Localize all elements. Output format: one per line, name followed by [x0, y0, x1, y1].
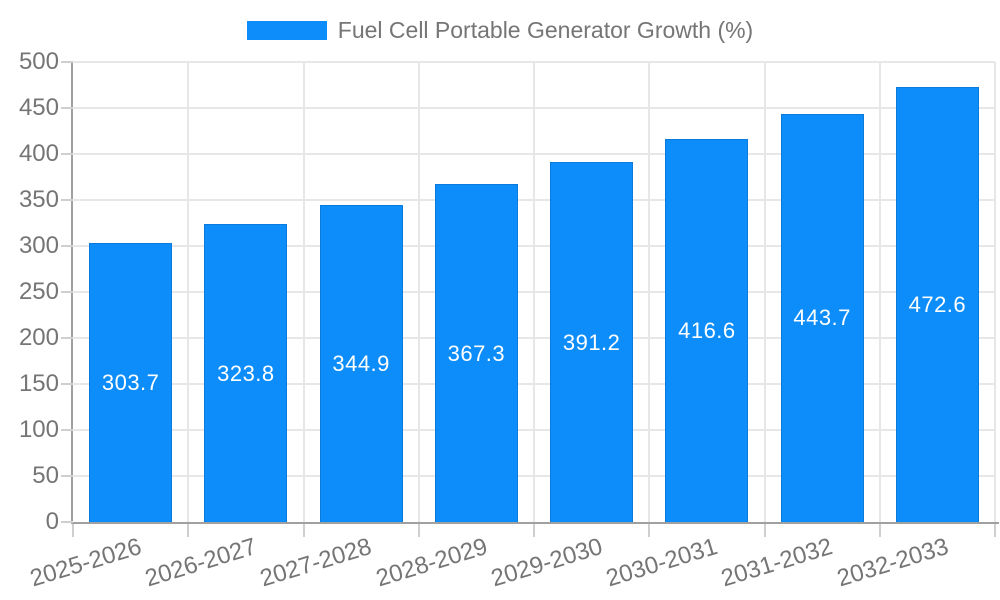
chart-legend: Fuel Cell Portable Generator Growth (%)	[0, 17, 1000, 44]
y-tick-mark	[61, 291, 73, 293]
y-tick-label: 100	[18, 416, 59, 443]
y-tick-mark	[61, 107, 73, 109]
y-tick-label: 150	[18, 370, 59, 397]
bar: 416.6	[665, 138, 749, 522]
x-tick-mark	[763, 524, 766, 537]
y-tick-mark	[61, 429, 73, 431]
gridline-vertical	[302, 62, 305, 522]
x-tick-mark	[72, 524, 74, 537]
y-tick-label: 350	[18, 186, 59, 213]
y-tick-mark	[61, 475, 73, 477]
y-tick-mark	[61, 521, 73, 523]
x-tick-mark	[187, 524, 190, 537]
x-axis-label: 2032-2033	[833, 533, 952, 593]
bar: 391.2	[550, 162, 634, 522]
bar: 472.6	[895, 87, 979, 522]
y-tick-mark	[61, 153, 73, 155]
y-tick-label: 300	[18, 232, 59, 259]
y-tick-mark	[61, 61, 73, 63]
bar: 323.8	[204, 224, 288, 522]
gridline-vertical	[648, 62, 651, 522]
x-tick-mark	[533, 524, 535, 537]
bar-value-label: 323.8	[217, 360, 275, 386]
x-tick-mark	[648, 524, 651, 537]
bar: 344.9	[319, 204, 403, 522]
bar: 303.7	[89, 242, 173, 522]
x-axis-line	[71, 522, 999, 524]
bar-value-label: 344.9	[332, 350, 390, 376]
y-tick-mark	[61, 337, 73, 339]
y-tick-label: 250	[18, 278, 59, 305]
y-tick-label: 0	[45, 508, 59, 535]
gridline-vertical	[994, 62, 996, 522]
plot-area: 303.7 323.8 344.9 367.3 391.2 416.6 443.7 472.6	[73, 61, 996, 522]
legend-label: Fuel Cell Portable Generator Growth (%)	[337, 17, 754, 43]
x-axis-label: 2028-2029	[372, 533, 491, 593]
gridline-vertical	[533, 62, 535, 522]
x-tick-mark	[878, 524, 881, 537]
x-axis-label: 2025-2026	[26, 533, 145, 593]
x-axis-label: 2026-2027	[142, 533, 260, 593]
bar-value-label: 391.2	[562, 329, 621, 355]
gridline-vertical	[763, 62, 766, 522]
x-tick-mark	[302, 524, 305, 537]
y-tick-label: 500	[18, 48, 59, 75]
bar-value-label: 416.6	[678, 317, 736, 343]
y-tick-label: 200	[18, 324, 59, 351]
y-tick-mark	[61, 383, 73, 385]
x-tick-mark	[417, 524, 420, 537]
y-tick-label: 400	[18, 140, 59, 167]
bar-value-label: 303.7	[101, 369, 160, 395]
bar-value-label: 367.3	[447, 340, 506, 366]
x-axis-label: 2031-2032	[718, 533, 837, 593]
y-tick-label: 450	[18, 94, 59, 121]
bar: 443.7	[780, 113, 864, 522]
gridline-vertical	[417, 62, 420, 522]
bar-value-label: 472.6	[908, 292, 967, 318]
gridline-vertical	[187, 62, 190, 522]
x-axis-label: 2027-2028	[257, 533, 376, 593]
y-tick-mark	[61, 245, 73, 247]
y-tick-mark	[61, 199, 73, 201]
bar-value-label: 443.7	[793, 305, 851, 331]
y-tick-label: 50	[32, 462, 59, 489]
x-axis-label: 2029-2030	[487, 533, 606, 593]
bar: 367.3	[434, 184, 518, 522]
legend-color-swatch	[246, 21, 327, 40]
gridline-vertical	[878, 62, 881, 522]
x-axis-label: 2030-2031	[603, 533, 721, 593]
x-tick-mark	[994, 524, 996, 537]
